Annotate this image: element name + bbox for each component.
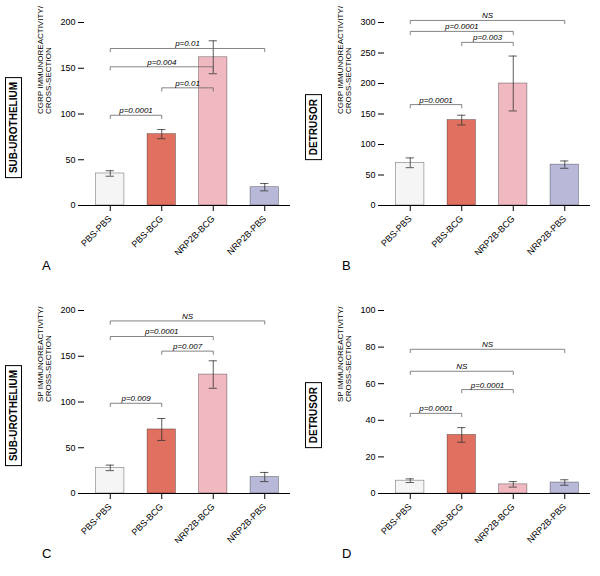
svg-text:CGRP IMMUNOREACTIVITY/CROSS-SE: CGRP IMMUNOREACTIVITY/CROSS-SECTION	[336, 5, 353, 114]
svg-text:60: 60	[365, 379, 375, 389]
svg-text:NRP2B-PBS: NRP2B-PBS	[525, 502, 568, 543]
svg-text:CGRP IMMUNOREACTIVITY/CROSS-SE: CGRP IMMUNOREACTIVITY/CROSS-SECTION	[36, 5, 53, 114]
html-text:D: D	[342, 546, 352, 561]
svg-text:p=0.003: p=0.003	[472, 33, 503, 42]
svg-text:PBS-BCG: PBS-BCG	[429, 214, 465, 250]
svg-text:NRP2B-BCG: NRP2B-BCG	[472, 502, 516, 543]
svg-text:150: 150	[60, 351, 75, 361]
svg-text:NRP2B-BCG: NRP2B-BCG	[172, 214, 216, 255]
svg-text:p=0.0001: p=0.0001	[470, 381, 505, 390]
svg-text:NRP2B-PBS: NRP2B-PBS	[225, 214, 268, 255]
svg-text:0: 0	[70, 488, 75, 498]
svg-text:100: 100	[360, 139, 375, 149]
svg-text:NS: NS	[482, 340, 494, 349]
html-text:DETRUSOR: DETRUSOR	[307, 387, 319, 444]
svg-text:200: 200	[60, 17, 75, 27]
svg-text:200: 200	[60, 305, 75, 315]
svg-text:p=0.01: p=0.01	[174, 39, 200, 48]
svg-text:p=0.0001: p=0.0001	[118, 106, 153, 115]
html-text:C: C	[42, 546, 52, 561]
svg-text:p=0.0001: p=0.0001	[418, 96, 453, 105]
svg-text:NS: NS	[456, 362, 468, 371]
svg-text:150: 150	[60, 63, 75, 73]
svg-text:PBS-BCG: PBS-BCG	[429, 502, 465, 538]
svg-text:PBS-BCG: PBS-BCG	[129, 214, 165, 250]
svg-text:NRP2B-BCG: NRP2B-BCG	[172, 502, 216, 543]
svg-text:20: 20	[365, 452, 375, 462]
svg-text:NRP2B-BCG: NRP2B-BCG	[472, 214, 516, 255]
svg-text:50: 50	[65, 155, 75, 165]
svg-text:0: 0	[370, 200, 375, 210]
svg-text:200: 200	[360, 78, 375, 88]
svg-text:100: 100	[60, 109, 75, 119]
svg-text:40: 40	[365, 415, 375, 425]
svg-text:p=0.0001: p=0.0001	[444, 22, 479, 31]
svg-text:PBS-PBS: PBS-PBS	[379, 502, 414, 537]
svg-text:NRP2B-PBS: NRP2B-PBS	[525, 214, 568, 255]
svg-text:0: 0	[370, 488, 375, 498]
svg-text:SP IMMUNOREACTIVITY/CROSS-SECT: SP IMMUNOREACTIVITY/CROSS-SECTION	[36, 306, 53, 402]
svg-text:p=0.004: p=0.004	[146, 58, 177, 67]
svg-text:NS: NS	[482, 11, 494, 20]
svg-text:NRP2B-PBS: NRP2B-PBS	[225, 502, 268, 543]
svg-text:50: 50	[365, 170, 375, 180]
svg-text:250: 250	[360, 48, 375, 58]
svg-text:NS: NS	[182, 312, 194, 321]
html-text:SUB-UROTHELIUM: SUB-UROTHELIUM	[7, 81, 19, 173]
svg-text:PBS-PBS: PBS-PBS	[379, 214, 414, 249]
svg-text:p=0.0001: p=0.0001	[144, 327, 179, 336]
svg-text:300: 300	[360, 17, 375, 27]
svg-text:50: 50	[65, 443, 75, 453]
svg-text:100: 100	[60, 397, 75, 407]
svg-text:SP IMMUNOREACTIVITY/CROSS-SECT: SP IMMUNOREACTIVITY/CROSS-SECTION	[336, 306, 353, 402]
svg-text:PBS-BCG: PBS-BCG	[129, 502, 165, 538]
svg-text:80: 80	[365, 342, 375, 352]
svg-text:p=0.01: p=0.01	[174, 79, 200, 88]
html-text:SUB-UROTHELIUM: SUB-UROTHELIUM	[7, 369, 19, 461]
svg-text:150: 150	[360, 109, 375, 119]
html-text:B: B	[342, 258, 351, 273]
html-text:DETRUSOR: DETRUSOR	[307, 99, 319, 156]
svg-text:PBS-PBS: PBS-PBS	[79, 214, 114, 249]
svg-text:p=0.007: p=0.007	[172, 342, 203, 351]
svg-text:100: 100	[360, 305, 375, 315]
html-text:A: A	[42, 258, 51, 273]
svg-text:p=0.0001: p=0.0001	[418, 404, 453, 413]
svg-text:p=0.009: p=0.009	[120, 394, 151, 403]
svg-text:PBS-PBS: PBS-PBS	[79, 502, 114, 537]
svg-text:0: 0	[70, 200, 75, 210]
